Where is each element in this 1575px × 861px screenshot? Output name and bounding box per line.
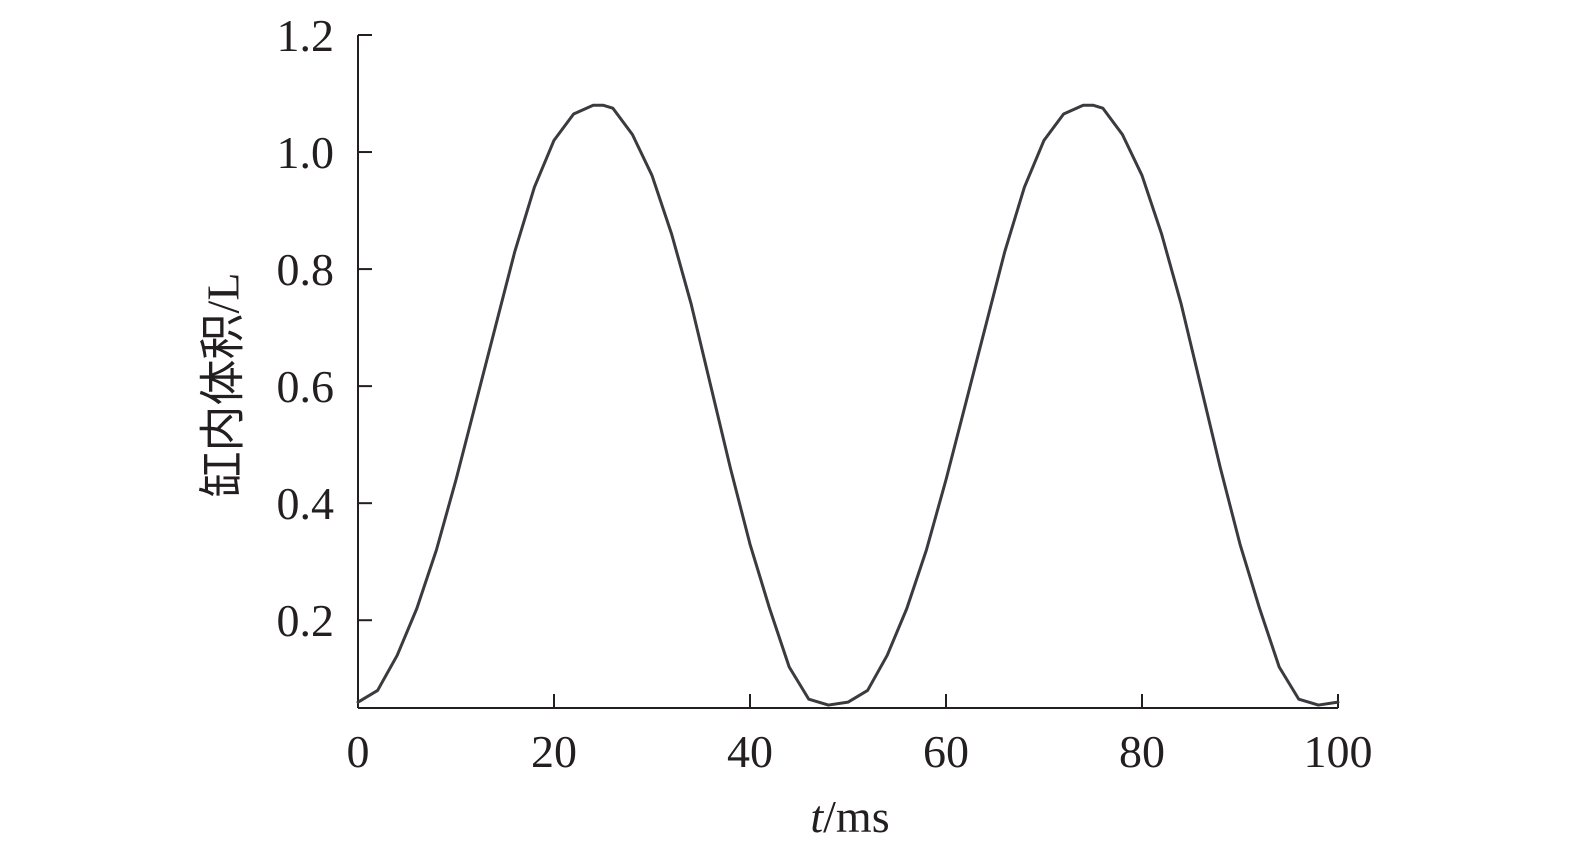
x-tick-label: 20 [531, 726, 577, 777]
x-tick-label: 100 [1304, 726, 1373, 777]
x-tick-label: 0 [347, 726, 370, 777]
x-tick-label: 40 [727, 726, 773, 777]
x-axis-title: t/ms [810, 791, 889, 842]
x-axis-title-variable: t [810, 791, 824, 842]
x-tick-label: 80 [1119, 726, 1165, 777]
y-tick-label: 0.2 [277, 595, 335, 646]
y-tick-label: 1.0 [277, 127, 335, 178]
series-line [356, 103, 1340, 707]
series [356, 103, 1340, 707]
ticks: 0.2 0.4 0.6 0.8 1.0 1.2 0 20 40 60 80 100 [277, 10, 1373, 777]
y-tick-label: 0.6 [277, 361, 335, 412]
x-tick-label: 60 [923, 726, 969, 777]
y-tick-label: 0.4 [277, 478, 335, 529]
y-tick-label: 1.2 [277, 10, 335, 61]
x-axis-title-unit: /ms [823, 791, 889, 842]
y-axis-title: 缸内体积/L [198, 273, 249, 498]
axes [357, 35, 1338, 709]
y-tick-label: 0.8 [277, 244, 335, 295]
